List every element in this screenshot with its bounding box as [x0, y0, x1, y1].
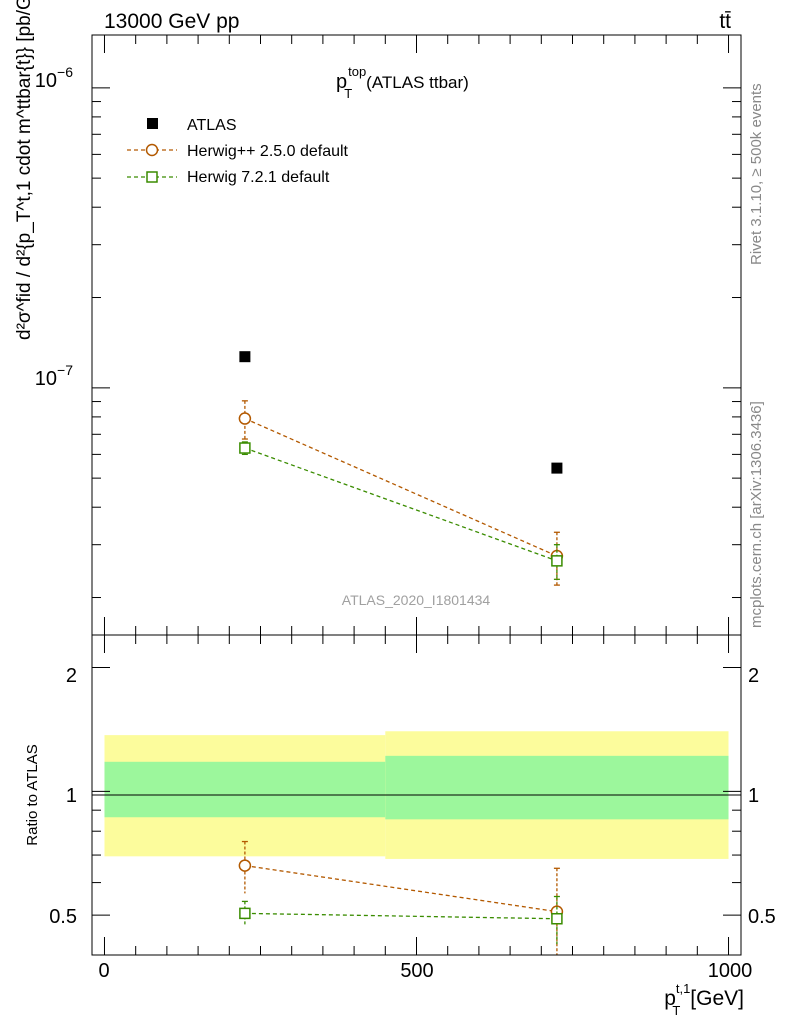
main-series [238, 351, 564, 586]
ratio-point-herwig7 [239, 907, 251, 920]
ratio-point-herwig7 [551, 913, 563, 925]
ratio-ytick-label-right-2: 2 [748, 665, 759, 687]
data-point-herwig7 [239, 442, 251, 454]
watermark: ATLAS_2020_I1801434 [342, 592, 491, 608]
xtick-label-500: 500 [400, 960, 433, 982]
ratio-line-2 [244, 912, 557, 920]
ratio-plot: 0.5 1 2 0.5 1 2 Ratio to ATLAS [24, 634, 776, 956]
ratio-series [238, 840, 564, 955]
side-label-source: mcplots.cern.ch [arXiv:1306.3436] [748, 401, 765, 628]
ratio-ytick-label-right-1: 1 [748, 785, 759, 807]
main-ticks [92, 35, 741, 635]
data-point-herwig7 [551, 555, 563, 567]
main-ylabel: d²σ^fid / d²{p_T^t,1 cdot m^ttbar{t}} [p… [14, 0, 35, 340]
legend-marker-herwigpp [145, 143, 159, 157]
ratio-band-inner [104, 761, 386, 818]
header-left: 13000 GeV pp [104, 10, 239, 33]
ratio-band-inner [385, 755, 729, 820]
ytick-label-1e-7: 10−7 [35, 362, 73, 390]
xtick-label-0: 0 [98, 960, 109, 982]
ratio-line-1 [244, 864, 558, 913]
legend-label-herwig7: Herwig 7.2.1 default [187, 169, 330, 186]
side-label-rivet: Rivet 3.1.10, ≥ 500k events [748, 83, 765, 265]
ratio-point-herwigpp [238, 859, 252, 872]
ratio-ytick-label-left-0.5: 0.5 [49, 906, 77, 928]
ratio-ylabel: Ratio to ATLAS [24, 744, 41, 845]
legend-label-herwigpp: Herwig++ 2.5.0 default [187, 143, 349, 160]
data-point-atlas [551, 462, 563, 474]
legend: ATLAS Herwig++ 2.5.0 default Herwig 7.2.… [127, 117, 349, 186]
ratio-ticks [92, 635, 741, 956]
main-plot: 10−6 10−7 ptop T(ATLAS ttbar) d²σ^fid / d… [14, 0, 742, 636]
series-line-2 [244, 447, 558, 562]
data-point-atlas [239, 351, 251, 363]
legend-marker-herwig7 [146, 171, 158, 183]
data-point-herwigpp [238, 412, 252, 425]
xtick-label-1000: 1000 [708, 960, 753, 982]
ratio-ytick-label-left-1: 1 [66, 785, 77, 807]
ratio-ytick-label-right-0.5: 0.5 [748, 906, 776, 928]
series-line-1 [244, 417, 558, 557]
x-axis-label: pt,1 T[GeV] [664, 981, 744, 1018]
legend-label-atlas: ATLAS [187, 117, 237, 134]
ytick-label-1e-6: 10−6 [35, 64, 73, 92]
plot-title: ptop T(ATLAS ttbar) [336, 64, 469, 101]
ratio-ytick-label-left-2: 2 [66, 665, 77, 687]
legend-marker-atlas [147, 118, 158, 129]
header-right: tt̄ [719, 10, 731, 33]
